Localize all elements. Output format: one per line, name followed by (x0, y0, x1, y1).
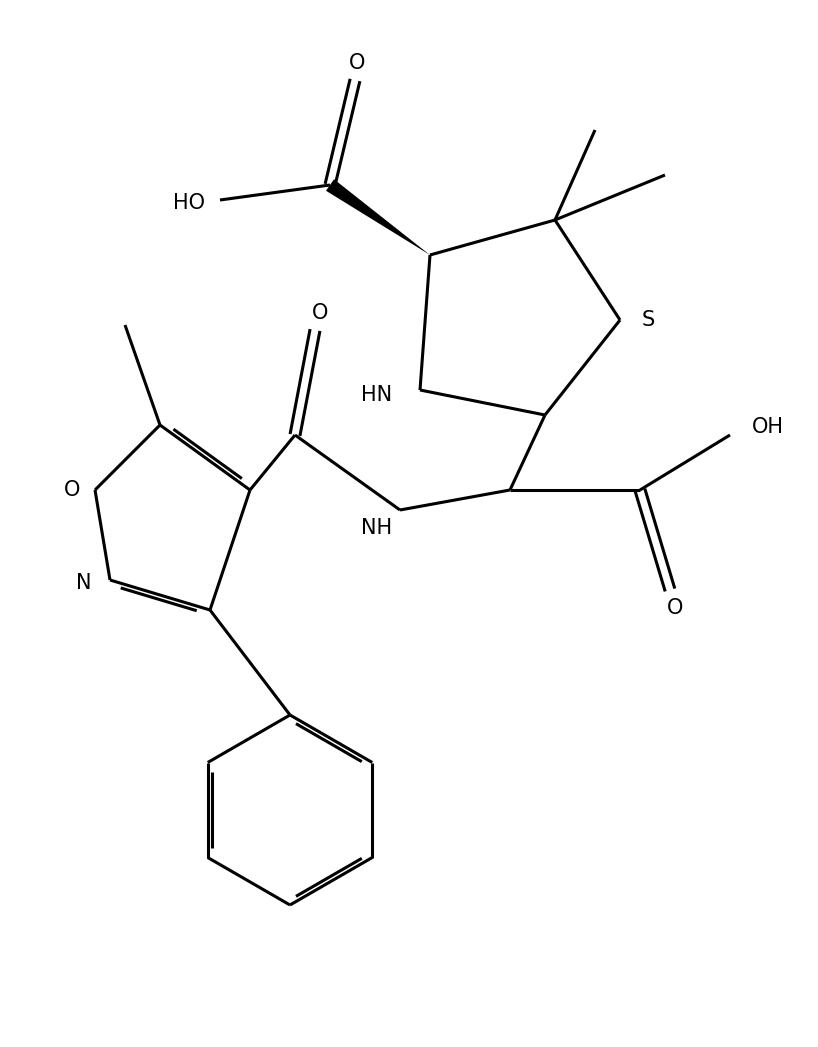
Text: O: O (64, 480, 80, 500)
Text: HN: HN (361, 385, 392, 405)
Text: N: N (77, 573, 92, 593)
Text: O: O (348, 53, 365, 73)
Text: O: O (312, 303, 328, 324)
Polygon shape (326, 179, 430, 255)
Text: S: S (642, 310, 655, 330)
Text: O: O (667, 598, 683, 618)
Text: HO: HO (173, 193, 205, 213)
Text: OH: OH (752, 417, 784, 437)
Text: NH: NH (361, 518, 392, 538)
